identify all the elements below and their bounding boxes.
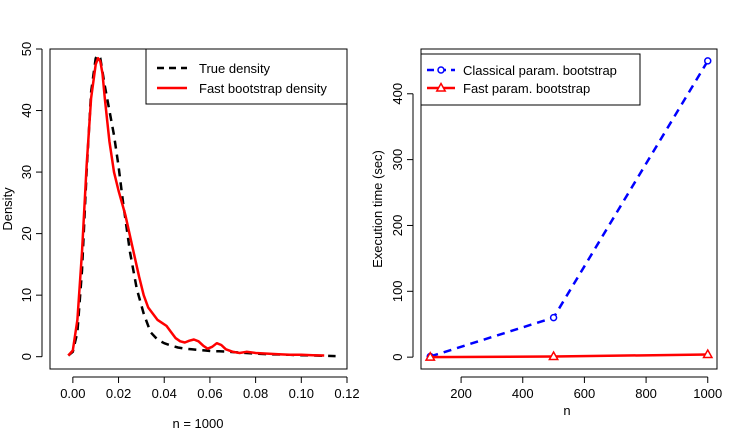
time-x-tick-label-800: 800 xyxy=(635,386,657,401)
time-x-tick-label-200: 200 xyxy=(450,386,472,401)
time-y-tick-label-100: 100 xyxy=(390,280,405,302)
density-chart: 0.00 0.02 0.04 0.06 0.08 0.10 0.12 0 10 20 30 40 50… xyxy=(0,42,360,431)
density-y-tick-label-40: 40 xyxy=(19,103,34,117)
density-legend-box xyxy=(145,48,348,105)
time-y-tick-label-400: 400 xyxy=(390,83,405,105)
series-line-fast-bootstrap-density xyxy=(67,56,325,357)
density-series xyxy=(67,53,336,358)
time-x-label: n xyxy=(563,403,570,418)
density-x-tick-label-0-06: 0.06 xyxy=(197,386,222,401)
density-y-tick-label-50: 50 xyxy=(19,42,34,56)
series-line-fast-param-bootstrap xyxy=(430,353,708,359)
time-x-axis: 200 400 600 800 1000 xyxy=(450,376,722,401)
time-y-tick-label-200: 200 xyxy=(390,215,405,237)
density-y-tick-label-20: 20 xyxy=(19,226,34,240)
legend-fast-param-label: Fast param. bootstrap xyxy=(463,81,590,96)
point-classical-param-bootstrap-1000 xyxy=(704,57,712,65)
point-fast-param-bootstrap-100 xyxy=(424,351,436,361)
density-x-tick-label-0-10: 0.10 xyxy=(289,386,314,401)
time-series xyxy=(424,57,714,361)
density-x-tick-label-0-12: 0.12 xyxy=(334,386,359,401)
legend-classical-label: Classical param. bootstrap xyxy=(463,63,617,78)
density-x-tick-label-0-00: 0.00 xyxy=(60,386,85,401)
time-legend-box xyxy=(420,53,641,106)
time-y-tick-label-300: 300 xyxy=(390,149,405,171)
legend-true-density-label: True density xyxy=(199,61,271,76)
density-y-tick-label-0: 0 xyxy=(19,353,34,360)
density-y-label: Density xyxy=(0,187,15,231)
time-x-tick-label-600: 600 xyxy=(574,386,596,401)
density-y-axis: 0 10 20 30 40 50 xyxy=(19,42,43,360)
execution-time-chart: 200 400 600 800 1000 0 100 200 300 400 n Executi… xyxy=(370,48,722,418)
density-y-tick-label-30: 30 xyxy=(19,165,34,179)
density-x-tick-label-0-04: 0.04 xyxy=(152,386,177,401)
density-x-axis: 0.00 0.02 0.04 0.06 0.08 0.10 0.12 xyxy=(60,376,360,401)
time-legend: Classical param. bootstrap Fast param. b… xyxy=(420,53,641,106)
point-fast-param-bootstrap-1000 xyxy=(702,348,714,359)
time-y-label: Execution time (sec) xyxy=(370,150,385,268)
point-classical-param-bootstrap-500 xyxy=(549,313,558,322)
legend-fast-param-marker xyxy=(435,81,447,92)
time-plot-box xyxy=(420,48,718,370)
time-x-tick-label-1000: 1000 xyxy=(693,386,722,401)
legend-fast-bootstrap-label: Fast bootstrap density xyxy=(199,81,327,96)
density-legend: True density Fast bootstrap density xyxy=(145,48,348,105)
density-x-tick-label-0-08: 0.08 xyxy=(243,386,268,401)
time-y-tick-label-0: 0 xyxy=(390,354,405,361)
time-y-axis: 0 100 200 300 400 xyxy=(390,83,414,361)
time-x-tick-label-400: 400 xyxy=(512,386,534,401)
density-x-label: n = 1000 xyxy=(173,416,224,431)
density-x-tick-label-0-02: 0.02 xyxy=(106,386,131,401)
point-fast-param-bootstrap-500 xyxy=(548,350,560,361)
density-y-tick-label-10: 10 xyxy=(19,288,34,302)
legend-classical-marker xyxy=(437,66,445,74)
